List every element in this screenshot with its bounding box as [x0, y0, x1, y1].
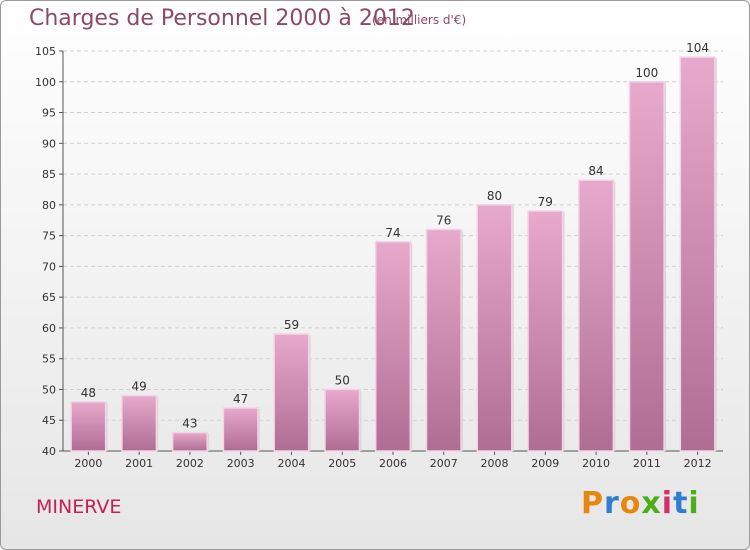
bar — [425, 228, 462, 452]
x-tick-label: 2007 — [430, 457, 458, 470]
x-tick-label: 2008 — [481, 457, 509, 470]
logo-letter: o — [619, 486, 642, 521]
bar — [476, 204, 513, 452]
bar — [171, 431, 208, 452]
bar-value-label: 59 — [284, 318, 299, 332]
logo-letter: r — [604, 486, 620, 521]
proxiti-logo: Proxiti — [581, 486, 700, 521]
axes: 40 45 50 55 60 65 70 75 80 85 90 95 100 105 — [35, 45, 723, 458]
logo-letter: i — [661, 486, 674, 521]
y-tick-label: 100 — [35, 76, 56, 89]
bar — [324, 388, 361, 452]
bar-value-label: 47 — [233, 392, 248, 406]
y-tick-label: 70 — [42, 260, 56, 273]
chart-subtitle: (en milliers d'€) — [372, 13, 467, 27]
bar — [679, 56, 716, 452]
y-tick-label: 75 — [42, 230, 56, 243]
x-tick-label: 2009 — [531, 457, 559, 470]
x-tick-label: 2002 — [176, 457, 204, 470]
logo-letter: t — [673, 486, 689, 521]
bar — [121, 394, 158, 452]
y-tick-label: 50 — [42, 383, 56, 396]
bar-value-label: 84 — [588, 164, 603, 178]
y-tick-label: 60 — [42, 322, 56, 335]
x-tick-label: 2001 — [125, 457, 153, 470]
logo-letter: i — [688, 486, 700, 521]
y-tick-label: 85 — [42, 168, 56, 181]
bar — [273, 333, 310, 452]
bar — [222, 407, 259, 452]
y-tick-label: 40 — [42, 445, 56, 458]
y-tick-label: 95 — [42, 107, 56, 120]
bar — [374, 241, 412, 452]
bar — [527, 210, 564, 452]
y-tick-label: 55 — [42, 353, 56, 366]
bar-value-label: 43 — [182, 417, 197, 431]
bar-value-label: 100 — [635, 66, 658, 80]
y-tick-label: 90 — [42, 137, 56, 150]
bar-value-label: 50 — [335, 373, 350, 387]
y-tick-label: 45 — [42, 414, 56, 427]
logo-letter: x — [641, 486, 662, 521]
y-tick-label: 105 — [35, 45, 56, 58]
x-tick-label: 2006 — [379, 457, 407, 470]
logo-letter: P — [581, 486, 604, 521]
bar-value-label: 49 — [132, 380, 147, 394]
bar — [70, 401, 107, 452]
bar-value-label: 48 — [81, 386, 96, 400]
bar — [578, 179, 615, 452]
bars — [70, 56, 717, 452]
bar-value-label: 79 — [538, 195, 553, 209]
y-tick-label: 65 — [42, 291, 56, 304]
x-tick-label: 2000 — [74, 457, 102, 470]
x-tick-label: 2005 — [328, 457, 356, 470]
labels: 48 2000 49 2001 43 2002 47 2003 59 2004 50 2005 74 20… — [74, 41, 711, 470]
bar — [628, 81, 665, 452]
x-tick-label: 2004 — [277, 457, 305, 470]
bar-value-label: 76 — [436, 213, 451, 227]
bar-value-label: 74 — [385, 226, 400, 240]
commune-name: MINERVE — [36, 496, 122, 518]
y-tick-label: 80 — [42, 199, 56, 212]
x-tick-label: 2003 — [227, 457, 255, 470]
chart-title: Charges de Personnel 2000 à 2012 — [29, 6, 415, 31]
x-tick-label: 2011 — [633, 457, 661, 470]
x-tick-label: 2012 — [684, 457, 712, 470]
bar-value-label: 104 — [686, 41, 709, 55]
x-tick-label: 2010 — [582, 457, 610, 470]
bar-value-label: 80 — [487, 189, 502, 203]
